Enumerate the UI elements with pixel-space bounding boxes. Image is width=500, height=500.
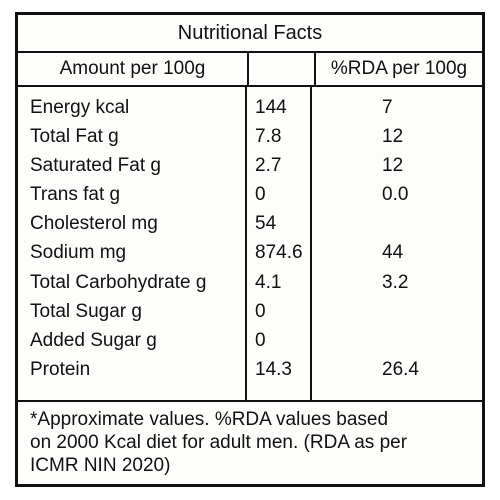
nutrient-name: Protein bbox=[30, 358, 91, 380]
nutrient-amount: 54 bbox=[255, 213, 277, 235]
nutrient-rda: 3.2 bbox=[382, 271, 409, 293]
nutrient-names-column: Energy kcal Total Fat g Saturated Fat g … bbox=[18, 87, 247, 400]
nutrient-amounts-column: 144 7.8 2.7 0 54 874.6 4.1 0 0 14.3 bbox=[247, 87, 312, 400]
nutrient-rda: 0.0 bbox=[382, 184, 409, 206]
nutrient-amount: 2.7 bbox=[255, 155, 282, 177]
nutrient-name: Added Sugar g bbox=[30, 329, 157, 351]
footnote-line: on 2000 Kcal diet for adult men. (RDA as… bbox=[30, 432, 408, 453]
footnote-line: *Approximate values. %RDA values based bbox=[30, 409, 389, 430]
nutrient-amount: 0 bbox=[255, 184, 266, 206]
nutrient-amount: 0 bbox=[255, 329, 266, 351]
nutrient-rda: 12 bbox=[382, 126, 404, 148]
label-title: Nutritional Facts bbox=[18, 15, 482, 53]
nutrient-amount: 874.6 bbox=[255, 242, 303, 264]
nutrient-rda: 44 bbox=[382, 242, 404, 264]
nutrient-amount: 4.1 bbox=[255, 271, 282, 293]
nutrient-amount: 14.3 bbox=[255, 358, 292, 380]
nutrient-name: Trans fat g bbox=[30, 184, 121, 206]
nutrient-rda: 26.4 bbox=[382, 358, 419, 380]
table-body: Energy kcal Total Fat g Saturated Fat g … bbox=[18, 87, 482, 402]
nutrient-amount: 7.8 bbox=[255, 126, 282, 148]
nutrient-rda bbox=[382, 297, 482, 326]
table-header: Amount per 100g %RDA per 100g bbox=[18, 53, 482, 87]
nutrient-rda: 7 bbox=[382, 97, 393, 118]
nutrient-name: Cholesterol mg bbox=[30, 213, 158, 235]
nutrient-amount: 144 bbox=[255, 97, 287, 118]
nutrient-amount: 0 bbox=[255, 300, 266, 322]
nutrient-name: Total Fat g bbox=[30, 126, 119, 148]
nutrient-name: Saturated Fat g bbox=[30, 155, 161, 177]
header-amount-per-100g: Amount per 100g bbox=[18, 53, 249, 85]
nutrient-name: Energy kcal bbox=[30, 97, 130, 118]
nutrient-rda bbox=[382, 326, 482, 355]
nutrient-rda bbox=[382, 209, 482, 238]
nutrient-name: Sodium mg bbox=[30, 242, 127, 264]
nutrition-facts-label: Nutritional Facts Amount per 100g %RDA p… bbox=[15, 12, 485, 487]
nutrient-name: Total Carbohydrate g bbox=[30, 271, 207, 293]
nutrient-rda: 12 bbox=[382, 155, 404, 177]
nutrient-rda-column: 7 12 12 0.0 44 3.2 26.4 bbox=[312, 87, 482, 400]
header-rda-per-100g: %RDA per 100g bbox=[330, 58, 468, 79]
footnote: *Approximate values. %RDA values based o… bbox=[18, 402, 482, 477]
nutrient-name: Total Sugar g bbox=[30, 300, 142, 322]
header-value bbox=[249, 53, 316, 85]
footnote-line: ICMR NIN 2020) bbox=[30, 455, 171, 476]
